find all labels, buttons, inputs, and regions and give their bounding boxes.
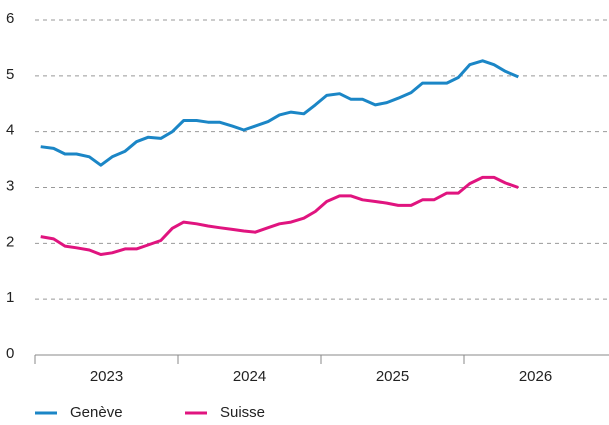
legend-label: Genève [70, 404, 123, 421]
y-tick-label: 4 [6, 122, 14, 139]
y-tick-label: 5 [6, 66, 14, 83]
x-tick-label: 2026 [519, 368, 552, 385]
y-tick-label: 3 [6, 177, 14, 194]
legend-label: Suisse [220, 404, 265, 421]
y-tick-label: 1 [6, 289, 14, 306]
x-tick-label: 2024 [233, 368, 266, 385]
y-tick-label: 2 [6, 233, 14, 250]
x-tick-label: 2023 [90, 368, 123, 385]
y-tick-label: 6 [6, 10, 14, 27]
series-line [40, 59, 519, 167]
x-tick-label: 2025 [376, 368, 409, 385]
y-tick-label: 0 [6, 345, 14, 362]
series-line [40, 175, 519, 256]
